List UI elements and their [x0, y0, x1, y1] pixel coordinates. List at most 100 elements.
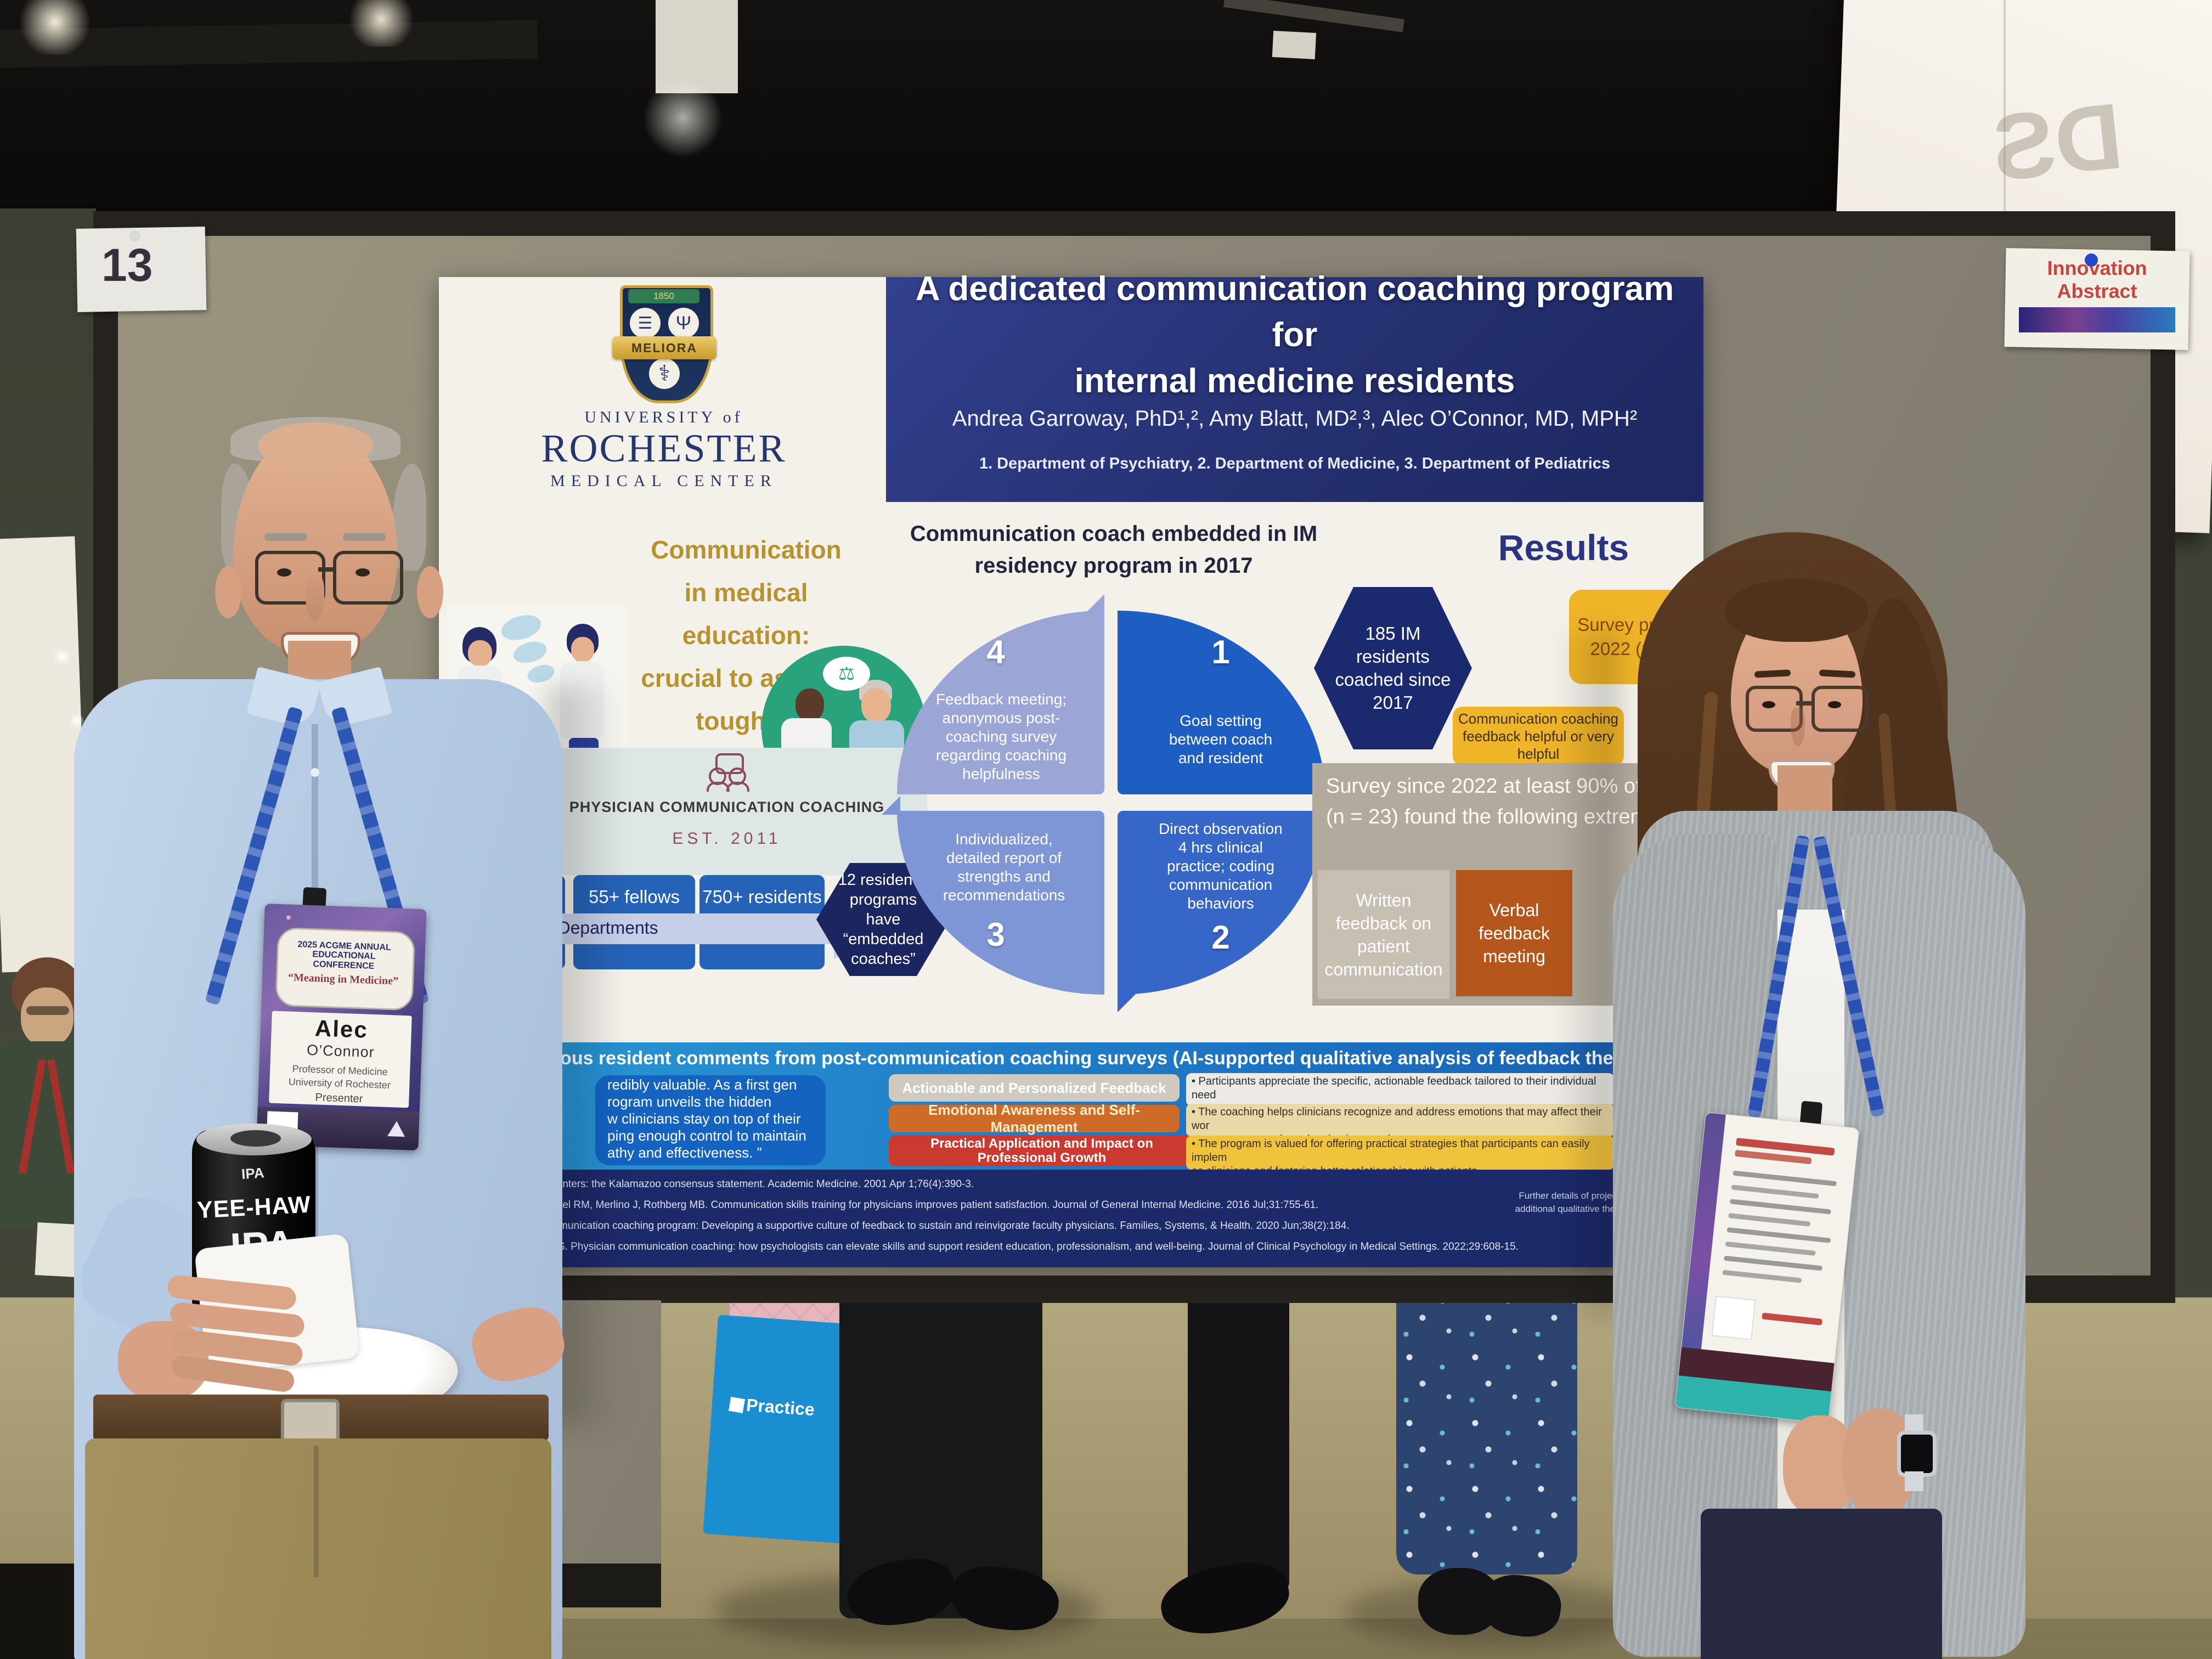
written-feedback-box: Written feedback on patient communicatio…: [1318, 870, 1449, 999]
badge-back-text-line: [1725, 1241, 1816, 1256]
verbal-feedback-box: Verbal feedback meeting: [1456, 870, 1572, 996]
woman-nose: [1791, 708, 1805, 746]
woman-pants: [1701, 1509, 1942, 1659]
theme1-bar: Actionable and Personalized Feedback: [889, 1074, 1180, 1102]
badge-sparkle: [286, 915, 291, 920]
man-ear: [417, 566, 443, 618]
ur-wordmark-sub: MEDICAL CENTER: [550, 472, 777, 490]
woman-glasses-icon: [1812, 686, 1869, 732]
resident-quote-box: redibly valuable. As a first gen rogram …: [595, 1075, 826, 1165]
lyre-icon: Ψ: [668, 308, 699, 338]
step3-number: 3: [986, 916, 1005, 953]
theme2-bar: Emotional Awareness and Self-Management: [889, 1102, 1180, 1135]
cycle-arrow-icon: [1118, 992, 1137, 1012]
badge-back-text-line: [1733, 1170, 1837, 1187]
helpful-box: Communication coaching feedback helpful …: [1453, 707, 1624, 766]
watch-band: [1905, 1414, 1923, 1431]
bystander-leggings: [1188, 1278, 1289, 1591]
man-eye: [277, 568, 291, 577]
coaching-people-icon: [707, 753, 749, 792]
process-cycle-diagram: 4 1 Feedback meeting; anonymous post- co…: [882, 594, 1325, 1012]
lens-flare: [636, 71, 730, 165]
person-icon: [709, 768, 726, 785]
dark-floor-object: [0, 1564, 80, 1659]
cycle-arrow-icon: [882, 796, 900, 815]
departments-arrow: [521, 913, 834, 944]
man-eyebrow: [343, 533, 386, 541]
pushpin-icon: [2085, 253, 2098, 267]
comments-band: Anonymous resident comments from post-co…: [439, 1042, 1703, 1170]
pants-seam: [314, 1446, 319, 1577]
reference-line: ta M, Neuendorf K, Frankel RM, Merlino J…: [445, 1199, 1319, 1211]
qr-code-icon: [1711, 1295, 1756, 1340]
stat-residents-label: 750+ residents: [702, 887, 822, 907]
reference-line: gney C. A physician communication coachi…: [445, 1220, 1350, 1232]
can-type-label: IPA: [241, 1164, 265, 1183]
results-hexagon: 185 IM residents coached since 2017: [1314, 587, 1472, 749]
ur-wordmark-small: UNIVERSITY of: [584, 408, 743, 426]
watch-band: [1905, 1471, 1923, 1491]
pcc-logo-box: PHYSICIAN COMMUNICATION COACHING EST. 20…: [527, 748, 927, 875]
caduceus-icon: ⚕: [649, 358, 680, 389]
doctor-head: [795, 689, 824, 721]
tote-logo-mark-icon: [728, 1396, 746, 1414]
woman-glasses-bridge: [1796, 701, 1812, 706]
blue-tote-bag: [703, 1314, 858, 1544]
person-icon: [729, 768, 746, 785]
theme2-bullet: • The coaching helps clinicians recogniz…: [1186, 1104, 1614, 1137]
figure-coat: [560, 661, 604, 738]
ur-shield-year: 1850: [628, 289, 699, 303]
man-glasses-bridge: [318, 567, 334, 572]
cycle-arrow-icon: [1085, 594, 1104, 614]
man-glasses-icon: [333, 551, 403, 605]
woman-hairline: [1725, 579, 1868, 642]
step4-text: Feedback meeting; anonymous post- coachi…: [935, 691, 1067, 782]
ceiling-light-icon: [11, 0, 99, 55]
patient-head: [861, 689, 891, 723]
figure-face: [468, 640, 492, 667]
comments-heading: Anonymous resident comments from post-co…: [486, 1047, 1657, 1069]
bystander-glasses-icon: [26, 1006, 69, 1015]
meliora-banner: MELIORA: [612, 336, 716, 359]
badge-back-text-line: [1722, 1269, 1802, 1283]
man-eye: [356, 568, 370, 577]
belt-buckle: [281, 1399, 340, 1443]
figure-face: [571, 637, 594, 662]
stat-fellows-label: 55+ fellows: [588, 887, 680, 907]
poster-authors: Andrea Garroway, PhD¹,², Amy Blatt, MD²,…: [952, 406, 1638, 431]
paisley-skirt: [1396, 1278, 1577, 1575]
distant-light-icon: [53, 647, 71, 666]
shirt-button: [311, 768, 319, 777]
woman-badge-back: [1674, 1111, 1860, 1424]
pcc-name: PHYSICIAN COMMUNICATION COACHING: [569, 798, 885, 815]
ceiling-tag: [1272, 30, 1317, 60]
step1-number: 1: [1211, 633, 1230, 670]
banner-letters: DS: [1987, 83, 2128, 201]
presenter-man: 2025 ACGME ANNUAL EDUCATIONAL CONFERENCE…: [66, 417, 571, 1659]
theme3-bullet: • The program is valued for offering pra…: [1186, 1136, 1614, 1170]
presenter-woman: [1607, 527, 2123, 1659]
badge-back-red-line: [1762, 1312, 1822, 1325]
scales-bubble: ⚖: [823, 657, 870, 691]
man-nose: [306, 575, 324, 620]
can-opening: [230, 1130, 281, 1147]
reference-line: nication in medical encounters: the Kala…: [445, 1178, 974, 1190]
step2-number: 2: [1211, 918, 1230, 956]
bystander-face: [21, 988, 74, 1047]
process-heading: Communication coach embedded in IM resid…: [910, 522, 1318, 578]
banner-crease: [2004, 0, 2006, 417]
results-heading: Results: [1498, 527, 1629, 568]
ur-wordmark-large: ROCHESTER: [541, 426, 787, 470]
badge-back-text-line: [1728, 1213, 1811, 1227]
woman-glasses-icon: [1746, 686, 1803, 732]
can-brand-label: YEE-HAW: [196, 1191, 312, 1223]
poster-title: A dedicated communication coaching progr…: [915, 269, 1674, 400]
woman-eye: [1828, 701, 1841, 708]
badge-back-text-line: [1726, 1227, 1831, 1243]
board-number: 13: [101, 239, 153, 291]
man-glasses-icon: [255, 551, 325, 605]
woman-eye: [1762, 701, 1775, 708]
badge-back-text-line: [1723, 1255, 1822, 1271]
pushpin-icon: [129, 230, 140, 241]
